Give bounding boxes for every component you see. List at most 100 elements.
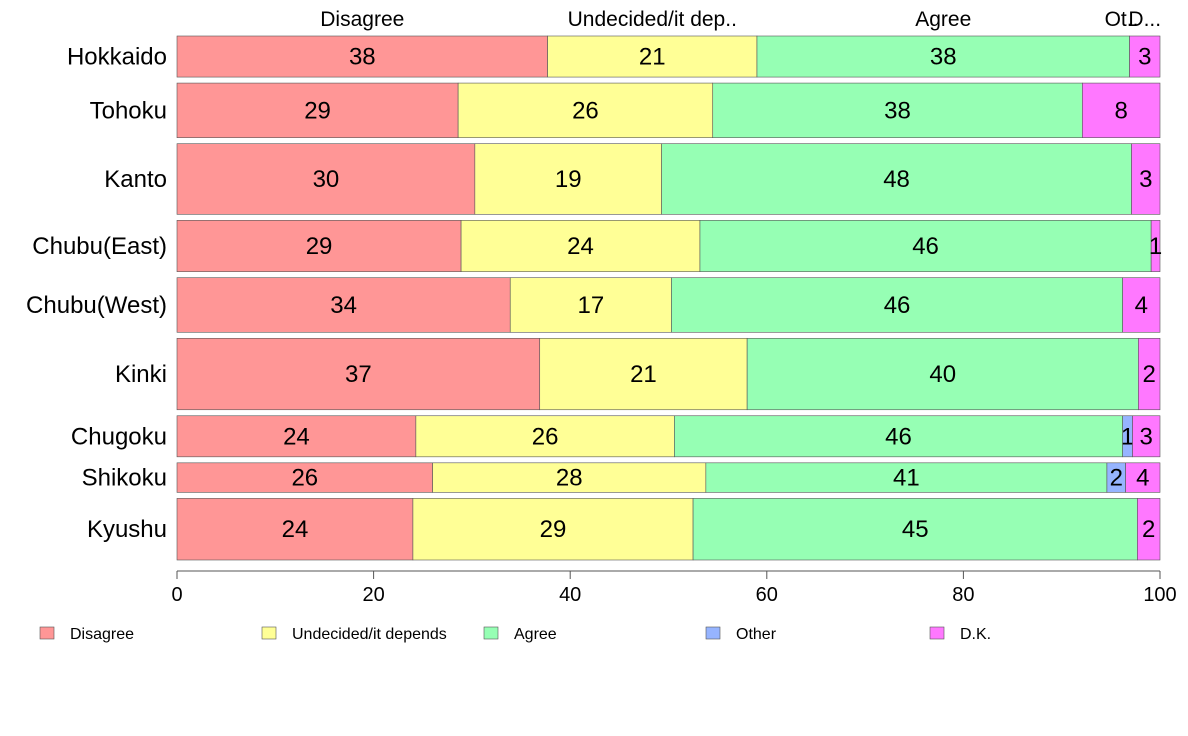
bar-segment-undecided-it-depends (474, 143, 662, 215)
bar-segment-d-k (1137, 498, 1161, 561)
legend-item-agree: Agree (483, 626, 557, 643)
data-label: 19 (555, 166, 582, 193)
bar-segment-d-k (1150, 220, 1161, 272)
data-label: 8 (1114, 97, 1127, 124)
legend-swatch (929, 626, 945, 640)
category-label: Kinki (115, 361, 167, 388)
category-label: Chubu(East) (32, 233, 167, 260)
bar-segment-d-k (1082, 82, 1161, 138)
top-label-agree: Agree (915, 8, 971, 31)
x-tick-label: 0 (171, 584, 182, 606)
bar-row-shikoku: 26 28 41 2 4 (176, 462, 1161, 493)
bar-segment-undecided-it-depends (539, 337, 748, 411)
bar-segment-agree (712, 82, 1083, 138)
bar-segment-undecided-it-depends (509, 277, 672, 333)
bar-segment-disagree (176, 462, 433, 493)
legend-label: Undecided/it depends (292, 626, 447, 643)
category-labels: Hokkaido Tohoku Kanto Chubu(East) Chubu(West… (26, 44, 167, 544)
data-label: 46 (912, 233, 939, 260)
legend-label: Disagree (70, 626, 134, 643)
data-label: 21 (639, 44, 666, 71)
legend-label: D.K. (960, 626, 991, 643)
data-label: 26 (532, 423, 559, 450)
data-label: 38 (884, 97, 911, 124)
legend-item-d-k: D.K. (929, 626, 991, 643)
legend-item-other: Other (705, 626, 777, 643)
category-label: Chubu(West) (26, 292, 167, 319)
category-label: Chugoku (71, 423, 167, 450)
data-label: 30 (313, 166, 340, 193)
x-tick-label: 20 (362, 584, 384, 606)
legend-item-disagree: Disagree (39, 626, 134, 643)
data-label: 24 (283, 423, 310, 450)
category-label: Kanto (104, 166, 167, 193)
bar-segment-d-k (1122, 277, 1161, 333)
bar-segment-d-k (1131, 143, 1161, 215)
bar-segment-agree (705, 462, 1108, 493)
category-label: Shikoku (82, 465, 167, 492)
bar-segment-undecided-it-depends (460, 220, 701, 272)
top-label-other: Ot.. (1105, 8, 1139, 31)
data-label: 46 (884, 292, 911, 319)
data-label: 40 (929, 361, 956, 388)
category-label: Kyushu (87, 516, 167, 543)
data-label: 26 (291, 465, 318, 492)
bar-row-hokkaido: 38 21 38 3 (176, 35, 1161, 78)
bar-segment-d-k (1138, 337, 1161, 411)
bar-segment-disagree (176, 337, 541, 411)
bar-segment-disagree (176, 415, 417, 458)
bar-segment-d-k (1132, 415, 1161, 458)
x-tick-label: 100 (1143, 584, 1176, 606)
data-label: 2 (1143, 361, 1156, 388)
data-label: 28 (556, 465, 583, 492)
legend-item-undecided-it-depends: Undecided/it depends (261, 626, 447, 643)
x-axis: 0 20 40 60 80 100 (171, 570, 1177, 606)
data-label: 37 (345, 361, 372, 388)
data-label: 3 (1140, 423, 1153, 450)
bar-row-tohoku: 29 26 38 8 (176, 82, 1161, 138)
top-label-disagree: Disagree (320, 8, 404, 31)
bar-segment-agree (674, 415, 1123, 458)
data-label: 3 (1139, 166, 1152, 193)
bar-segment-undecided-it-depends (412, 498, 694, 561)
data-label: 38 (349, 44, 376, 71)
data-label: 1 (1121, 423, 1134, 450)
data-label: 21 (630, 361, 657, 388)
bar-segment-disagree (176, 220, 462, 272)
x-tick-label: 80 (952, 584, 974, 606)
data-label: 29 (306, 233, 333, 260)
legend-swatch (705, 626, 721, 640)
bar-segment-agree (746, 337, 1139, 411)
top-column-labels: Disagree Undecided/it dep.. Agree Ot..D... (320, 8, 1161, 31)
bar-segment-undecided-it-depends (547, 35, 758, 78)
bar-row-kanto: 30 19 48 3 (176, 143, 1161, 215)
data-label: 24 (567, 233, 594, 260)
bar-segment-agree (671, 277, 1123, 333)
data-label: 38 (930, 44, 957, 71)
bar-segment-agree (699, 220, 1152, 272)
data-label: 48 (883, 166, 910, 193)
legend-swatch (39, 626, 55, 640)
data-label: 4 (1135, 292, 1148, 319)
data-label: 34 (330, 292, 357, 319)
data-label: 46 (885, 423, 912, 450)
category-label: Hokkaido (67, 44, 167, 71)
bar-segment-disagree (176, 277, 511, 333)
data-label: 26 (572, 97, 599, 124)
legend-label: Other (736, 626, 777, 643)
bar-segment-undecided-it-depends (457, 82, 714, 138)
bar-row-chubu-west: 34 17 46 4 (176, 277, 1161, 333)
bar-row-kyushu: 24 29 45 2 (176, 498, 1161, 561)
legend-label: Agree (514, 626, 557, 643)
legend-swatch (261, 626, 277, 640)
data-label: 2 (1110, 465, 1123, 492)
data-label: 4 (1136, 465, 1149, 492)
bar-row-chugoku: 24 26 46 1 3 (176, 415, 1161, 458)
data-label: 24 (282, 516, 309, 543)
x-tick-label: 40 (559, 584, 581, 606)
bar-segment-agree (661, 143, 1132, 215)
x-tick-label: 60 (756, 584, 778, 606)
legend-swatch (483, 626, 499, 640)
bar-segment-d-k (1129, 35, 1161, 78)
bar-segment-disagree (176, 143, 476, 215)
